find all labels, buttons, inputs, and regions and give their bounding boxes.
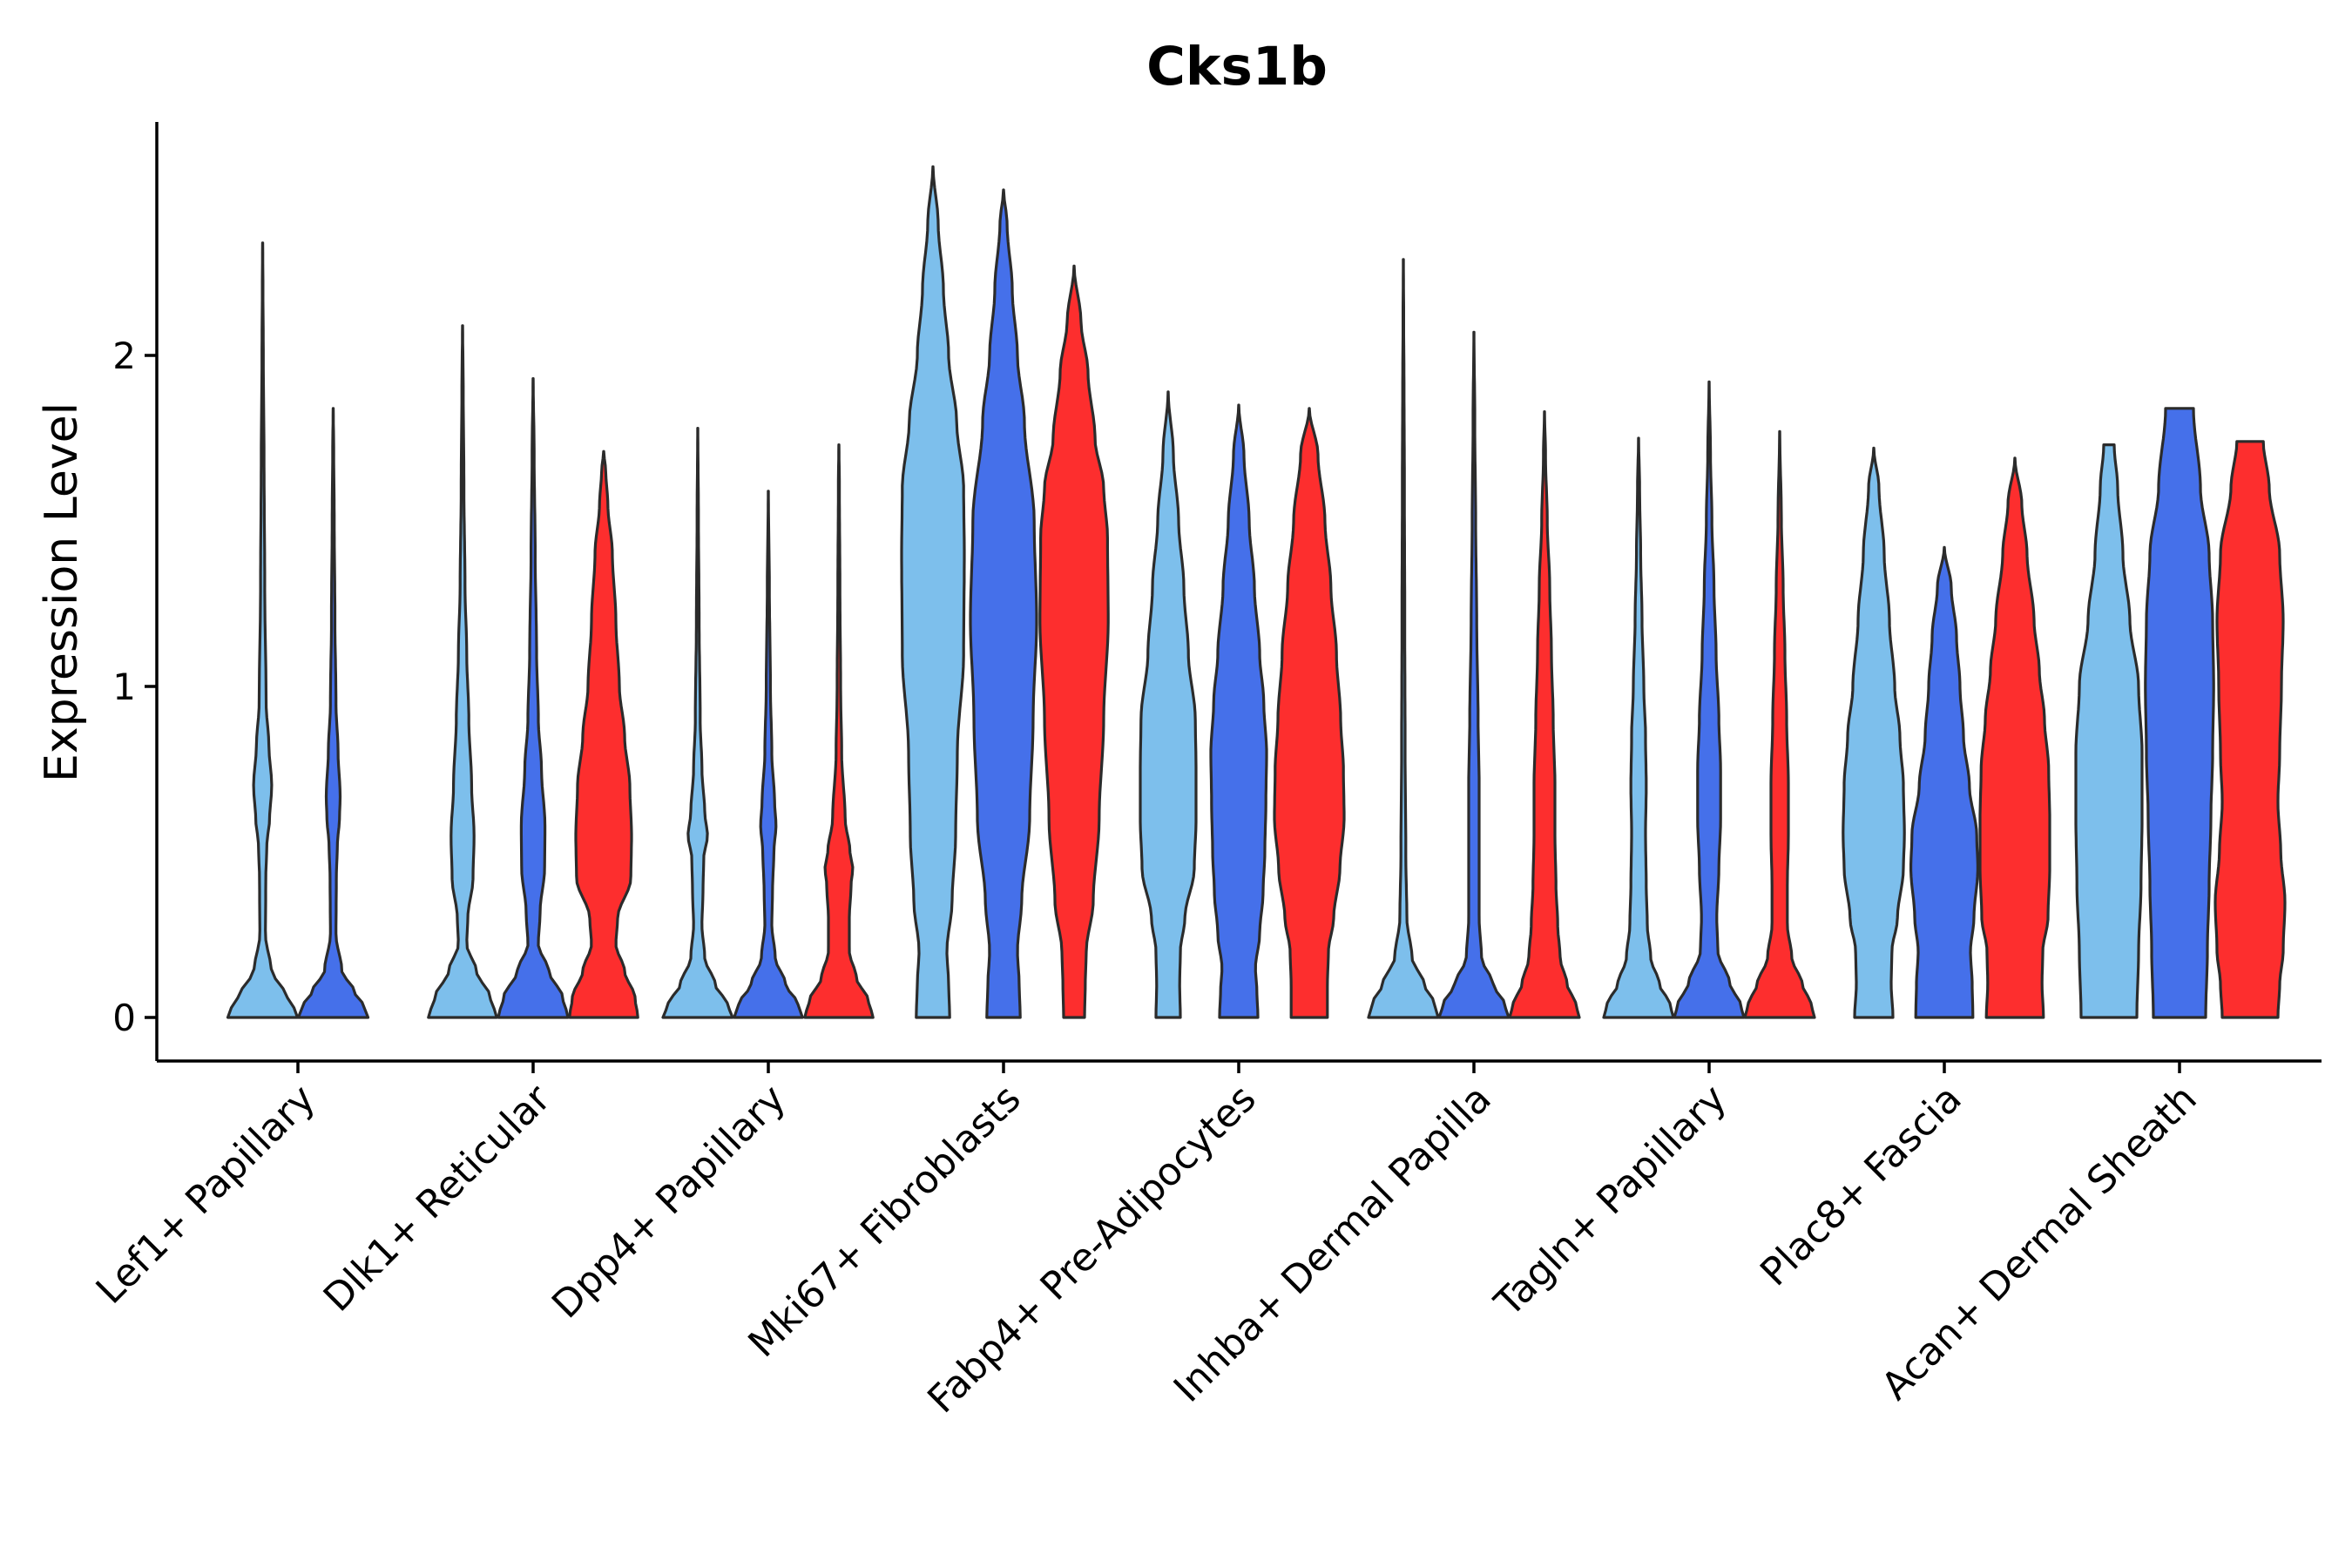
category-group [1842,446,2051,1019]
violin-group-1 [2074,443,2144,1019]
x-category-label: Dpp4+ Papillary [544,1077,794,1328]
category-group [226,241,370,1019]
violin-group-1 [226,241,300,1019]
x-category-label: Plac8+ Fascia [1752,1077,1970,1295]
y-ticks: 0 1 2 [112,335,157,1039]
violin-group-3 [1978,456,2051,1019]
x-category-label: Lef1+ Papillary [88,1077,324,1313]
violin-group-1 [661,427,734,1019]
violin-group-1 [427,324,498,1019]
violin-group-2 [497,377,570,1019]
violin-group-2 [2144,407,2215,1019]
category-group [1367,258,1581,1019]
violin-group-2 [1437,330,1511,1019]
category-group [2074,407,2287,1019]
violin-group-3 [1508,410,1581,1019]
violin-group-2 [296,407,370,1019]
category-group [427,324,639,1019]
violin-group-3 [1273,407,1346,1019]
chart-title: Cks1b [1146,36,1328,98]
violin-group-2 [969,188,1038,1019]
violin-group-3 [1038,264,1110,1019]
violin-group-2 [1209,403,1268,1019]
violin-group-2 [733,490,804,1019]
violin-layer [226,165,2287,1019]
x-category-label: Tagln+ Papillary [1486,1077,1735,1326]
violin-group-3 [2213,440,2287,1019]
violin-group-2 [1909,545,1979,1019]
y-tick-label: 2 [112,335,136,377]
violin-group-1 [1842,446,1906,1019]
x-category-label: Dlk1+ Reticular [315,1076,560,1321]
violin-group-3 [803,443,875,1019]
violin-group-1 [1139,390,1198,1019]
category-group [900,165,1110,1019]
category-group [1139,390,1346,1019]
category-group [1602,380,1816,1019]
violin-group-3 [568,449,639,1019]
violin-group-1 [1367,258,1440,1019]
y-tick-label: 1 [112,666,136,708]
violin-group-2 [1673,380,1746,1019]
violin-group-1 [900,165,966,1019]
violin-group-3 [1743,429,1816,1019]
y-axis-label: Expression Level [36,402,88,782]
violin-group-1 [1602,436,1675,1019]
y-tick-label: 0 [112,997,136,1039]
category-group [661,427,875,1019]
